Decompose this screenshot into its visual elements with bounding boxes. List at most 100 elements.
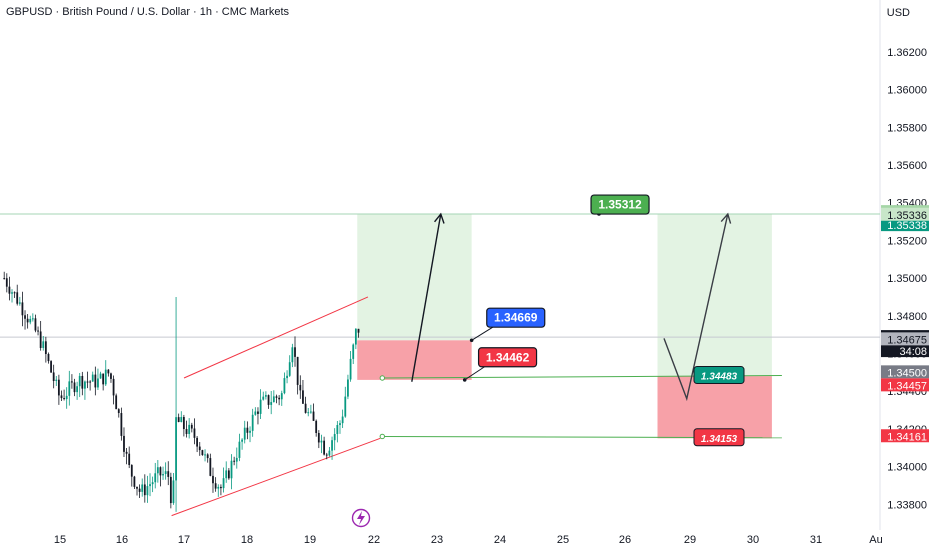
candle-body (42, 341, 45, 348)
arrow-long-2 (663, 213, 729, 402)
callout-label-0: 1.35312 (598, 198, 642, 212)
channel-upper-line (183, 296, 369, 379)
currency-label[interactable]: USD (886, 7, 910, 19)
candle-body (249, 430, 251, 433)
candle-body (344, 396, 347, 417)
y-tick-label: 1.35800 (887, 122, 927, 134)
candle-body (76, 386, 79, 393)
candle-body (57, 379, 60, 396)
x-tick-label: 31 (810, 534, 822, 546)
candle-body (177, 417, 180, 422)
candle-body (198, 446, 201, 451)
candle-body (47, 354, 50, 362)
candle-body (159, 467, 162, 476)
candle-body (112, 378, 115, 396)
candle-body (156, 467, 159, 474)
candle-body (115, 395, 118, 410)
candle-body (39, 331, 42, 348)
candle-body (182, 417, 185, 430)
callout-box-0 (590, 194, 650, 215)
candle-body (317, 432, 320, 443)
candle-body (339, 423, 341, 426)
line-label-text-0: 1.34483 (701, 372, 738, 383)
candle-body (254, 411, 257, 415)
x-tick-label: 24 (494, 534, 506, 546)
candle-body (294, 347, 296, 357)
candle-body (323, 440, 326, 455)
x-tick-label: 29 (684, 534, 696, 546)
candle-body (302, 390, 304, 404)
position-1-profit-zone (357, 214, 472, 341)
line-label-box-0 (693, 366, 745, 385)
candle-body (143, 484, 146, 496)
candle-body (307, 412, 310, 414)
candle-body (104, 369, 107, 385)
candle-body (259, 399, 262, 414)
candle-body (291, 347, 294, 363)
candle-body (196, 437, 199, 447)
candle-body (283, 378, 286, 394)
candle-body (299, 384, 302, 391)
arrow-long-1-head (434, 212, 445, 224)
line-label-text-1: 1.34153 (701, 434, 738, 445)
candle-body (13, 292, 16, 294)
x-tick-label: 26 (619, 534, 631, 546)
axis-badge-1 (881, 218, 929, 232)
candle-body (125, 451, 128, 454)
candle-body (3, 278, 6, 280)
candle-body (315, 420, 318, 433)
candle-body (230, 460, 233, 479)
arrow-long-1 (411, 213, 442, 382)
candle-body (206, 454, 209, 459)
candle-body (278, 397, 281, 400)
axis-badge-label-1: 1.35338 (887, 220, 927, 232)
candle-body (8, 286, 11, 294)
candle-body (275, 396, 278, 398)
candle-body (107, 369, 110, 374)
candle-body (280, 393, 283, 400)
candle-body (347, 379, 349, 397)
candle-body (331, 440, 333, 451)
candle-body (267, 395, 270, 405)
candle-body (99, 373, 102, 379)
candle-body (18, 302, 21, 304)
candle-body (309, 411, 312, 413)
candle-body (288, 362, 291, 376)
candle-body (333, 433, 336, 441)
candle-body (172, 480, 175, 504)
candle-body (60, 395, 63, 399)
candle-body (188, 424, 191, 434)
candle-body (180, 417, 183, 422)
x-tick-label: Au (869, 534, 882, 546)
candle-body (31, 318, 34, 320)
candle-body (21, 302, 24, 316)
arrow-long-2-head (720, 212, 732, 224)
x-tick-label: 16 (116, 534, 128, 546)
channel-lower-line (171, 437, 381, 517)
candle-body (222, 478, 225, 489)
candle-body (154, 473, 157, 483)
candle-body (138, 488, 141, 492)
x-tick-label: 19 (304, 534, 316, 546)
y-tick-label: 1.35600 (887, 160, 927, 172)
candle-body (44, 341, 47, 355)
candle-body (243, 427, 246, 440)
candle-body (16, 292, 19, 304)
candle-body (24, 315, 26, 319)
candle-body (29, 318, 32, 323)
candle-body (201, 450, 204, 456)
candle-body (175, 417, 177, 481)
candle-body (123, 435, 125, 452)
candle-body (169, 476, 172, 504)
y-tick-label: 1.36200 (887, 47, 927, 59)
position-1-loss-zone (357, 340, 472, 380)
candle-body (50, 361, 52, 373)
candle-body (164, 471, 167, 474)
axis-badge-2 (881, 207, 929, 221)
x-tick-label: 23 (431, 534, 443, 546)
candle-body (241, 439, 243, 442)
candle-body (246, 427, 249, 433)
y-tick-label: 1.35200 (887, 235, 927, 247)
